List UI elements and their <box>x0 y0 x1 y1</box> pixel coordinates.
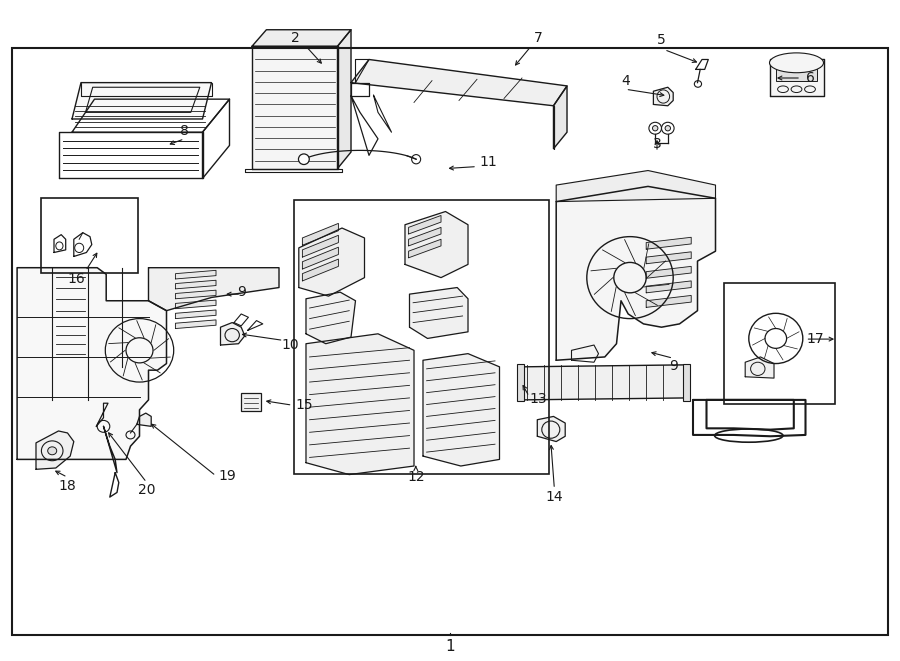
Text: 4: 4 <box>621 73 630 88</box>
Text: 9: 9 <box>669 359 678 373</box>
Text: 11: 11 <box>480 155 498 169</box>
Bar <box>776 66 817 81</box>
Polygon shape <box>646 237 691 249</box>
Polygon shape <box>176 290 216 299</box>
Polygon shape <box>537 416 565 442</box>
Polygon shape <box>409 227 441 246</box>
Ellipse shape <box>48 447 57 455</box>
Polygon shape <box>299 228 364 296</box>
Polygon shape <box>302 247 338 269</box>
Polygon shape <box>646 266 691 278</box>
Text: 14: 14 <box>545 490 563 504</box>
Bar <box>12 48 888 635</box>
Polygon shape <box>351 59 567 106</box>
Text: 8: 8 <box>180 124 189 138</box>
Polygon shape <box>409 215 441 234</box>
Polygon shape <box>410 288 468 338</box>
Text: 1: 1 <box>446 639 454 654</box>
Polygon shape <box>17 268 166 459</box>
Text: 2: 2 <box>291 30 300 45</box>
Polygon shape <box>556 171 716 202</box>
Polygon shape <box>176 300 216 309</box>
Polygon shape <box>770 59 824 96</box>
Text: 17: 17 <box>806 332 824 346</box>
Bar <box>724 283 835 404</box>
Ellipse shape <box>770 53 824 73</box>
Text: 12: 12 <box>407 470 425 485</box>
Text: 15: 15 <box>295 398 313 412</box>
Polygon shape <box>409 239 441 258</box>
Text: 6: 6 <box>806 71 814 85</box>
Text: 13: 13 <box>529 392 547 407</box>
Text: 5: 5 <box>657 32 666 47</box>
Ellipse shape <box>665 126 670 131</box>
Polygon shape <box>176 320 216 329</box>
Ellipse shape <box>299 154 310 165</box>
Polygon shape <box>338 30 351 169</box>
Text: 7: 7 <box>534 30 543 45</box>
Polygon shape <box>745 357 774 378</box>
Polygon shape <box>646 295 691 307</box>
Polygon shape <box>176 270 216 279</box>
Polygon shape <box>252 30 351 46</box>
Ellipse shape <box>652 126 658 131</box>
Text: 3: 3 <box>652 137 662 151</box>
Polygon shape <box>554 86 567 149</box>
Polygon shape <box>220 323 245 345</box>
Polygon shape <box>137 413 151 426</box>
Bar <box>683 364 690 401</box>
Polygon shape <box>306 334 414 475</box>
Text: 16: 16 <box>68 272 86 286</box>
Text: 9: 9 <box>237 285 246 299</box>
Bar <box>241 393 261 411</box>
Polygon shape <box>306 292 356 344</box>
Bar <box>517 364 524 401</box>
Text: 19: 19 <box>219 469 237 483</box>
Polygon shape <box>36 431 74 469</box>
Bar <box>294 200 549 474</box>
Text: 10: 10 <box>282 338 300 352</box>
Polygon shape <box>520 365 686 400</box>
Polygon shape <box>405 212 468 278</box>
Polygon shape <box>423 354 500 466</box>
Polygon shape <box>72 83 211 119</box>
Polygon shape <box>646 252 691 264</box>
Polygon shape <box>302 235 338 257</box>
Polygon shape <box>302 223 338 245</box>
Bar <box>40 198 138 273</box>
Polygon shape <box>148 268 279 311</box>
Polygon shape <box>302 259 338 281</box>
Polygon shape <box>176 280 216 289</box>
Polygon shape <box>646 281 691 293</box>
Polygon shape <box>556 186 716 360</box>
Polygon shape <box>252 46 338 169</box>
Text: 20: 20 <box>138 483 156 498</box>
Text: 18: 18 <box>58 479 76 493</box>
Polygon shape <box>176 310 216 319</box>
Polygon shape <box>653 87 673 106</box>
